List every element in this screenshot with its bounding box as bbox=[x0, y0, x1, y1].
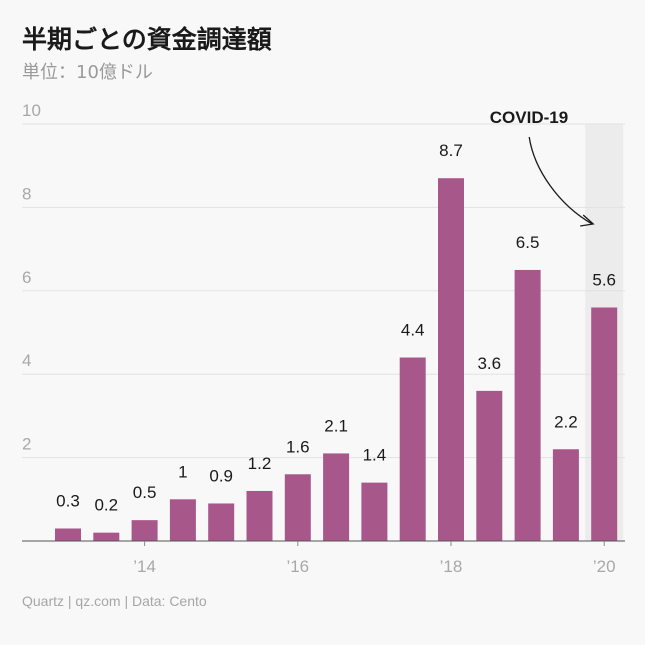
bar-3 bbox=[169, 499, 196, 541]
data-label-6: 1.6 bbox=[286, 437, 310, 456]
data-label-2: 0.5 bbox=[133, 483, 157, 502]
bars bbox=[55, 178, 618, 541]
bar-10 bbox=[438, 178, 464, 541]
y-tick-label-4: 4 bbox=[22, 351, 31, 370]
bar-0 bbox=[55, 528, 81, 541]
x-tick-label-14: ’20 bbox=[593, 557, 616, 576]
covid-annotation: COVID-19 bbox=[490, 108, 595, 227]
y-tick-label-6: 6 bbox=[22, 268, 31, 287]
bar-1 bbox=[93, 532, 120, 541]
y-tick-label-2: 2 bbox=[22, 435, 31, 454]
data-label-8: 1.4 bbox=[363, 446, 387, 465]
data-label-4: 0.9 bbox=[209, 466, 233, 485]
bar-9 bbox=[399, 357, 426, 541]
x-tick-label-10: ’18 bbox=[440, 557, 463, 576]
x-tick-label-2: ’14 bbox=[133, 557, 156, 576]
data-label-14: 5.6 bbox=[592, 270, 616, 289]
bar-2 bbox=[131, 520, 158, 541]
bar-6 bbox=[284, 474, 311, 541]
bar-14 bbox=[591, 307, 618, 541]
covid-annotation-label: COVID-19 bbox=[490, 108, 568, 127]
covid-annotation-arrow bbox=[528, 136, 593, 225]
chart-subtitle: 単位：10億ドル bbox=[22, 62, 153, 83]
bar-11 bbox=[476, 390, 503, 541]
bar-12 bbox=[514, 269, 541, 541]
data-label-12: 6.5 bbox=[516, 233, 540, 252]
data-label-11: 3.6 bbox=[477, 354, 501, 373]
covid-annotation-arrowhead bbox=[580, 214, 595, 227]
y-axis-ticks: 2 4 6 8 10 bbox=[22, 101, 41, 454]
source-credit: Quartz | qz.com | Data: Cento bbox=[22, 593, 207, 609]
data-label-7: 2.1 bbox=[324, 416, 348, 435]
data-labels: 0.3 0.2 0.5 1 0.9 1.2 1.6 2.1 1.4 4.4 8.7 3.6 6.5 2.2… bbox=[56, 141, 616, 514]
x-axis-ticks: ’14 ’16 ’18 ’20 bbox=[133, 541, 616, 576]
bar-8 bbox=[361, 482, 388, 541]
chart-title: 半期ごとの資金調達額 bbox=[22, 25, 272, 54]
bar-5 bbox=[246, 490, 273, 541]
bar-4 bbox=[208, 503, 235, 541]
x-tick-label-6: ’16 bbox=[286, 557, 309, 576]
data-label-13: 2.2 bbox=[554, 412, 578, 431]
data-label-10: 8.7 bbox=[439, 141, 463, 160]
data-label-3: 1 bbox=[178, 462, 187, 481]
y-tick-label-8: 8 bbox=[22, 184, 31, 203]
data-label-1: 0.2 bbox=[94, 496, 118, 515]
data-label-9: 4.4 bbox=[401, 321, 425, 340]
y-tick-label-10: 10 bbox=[22, 101, 41, 120]
bar-7 bbox=[323, 453, 350, 541]
data-label-0: 0.3 bbox=[56, 491, 80, 510]
data-label-5: 1.2 bbox=[248, 454, 272, 473]
bar-13 bbox=[552, 449, 579, 541]
